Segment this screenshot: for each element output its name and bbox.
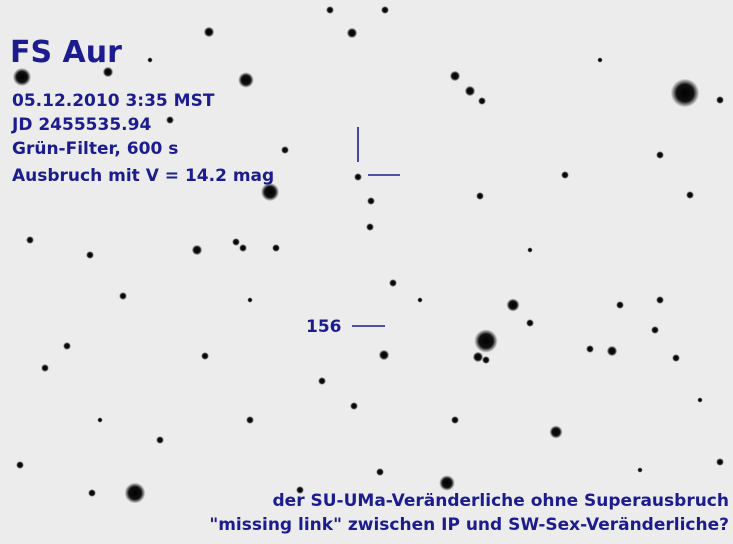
star xyxy=(246,416,254,424)
star xyxy=(232,238,240,246)
star xyxy=(586,345,594,353)
star xyxy=(86,251,94,259)
star xyxy=(281,146,289,154)
star xyxy=(16,461,24,469)
star xyxy=(354,173,362,181)
star xyxy=(119,292,127,300)
star xyxy=(561,171,569,179)
star xyxy=(350,402,358,410)
star xyxy=(367,197,375,205)
star xyxy=(637,467,642,472)
star xyxy=(125,483,146,504)
star xyxy=(465,86,475,96)
info-line: Ausbruch mit V = 14.2 mag xyxy=(12,166,274,186)
star xyxy=(347,28,357,38)
star xyxy=(686,191,694,199)
star xyxy=(26,236,34,244)
star xyxy=(201,352,209,360)
noise xyxy=(0,0,733,544)
star xyxy=(326,6,334,14)
star xyxy=(97,417,102,422)
star xyxy=(616,301,624,309)
star xyxy=(716,96,724,104)
star xyxy=(88,489,96,497)
star xyxy=(474,329,497,352)
star xyxy=(381,6,389,14)
star xyxy=(478,97,486,105)
star xyxy=(716,458,724,466)
star xyxy=(166,116,174,124)
footer-line: der SU-UMa-Veränderliche ohne Superausbr… xyxy=(273,491,730,511)
info-line: Grün-Filter, 600 s xyxy=(12,139,178,159)
star xyxy=(697,397,702,402)
star xyxy=(451,416,459,424)
star xyxy=(672,354,680,362)
star-field-image: FS Aur 05.12.2010 3:35 MST JD 2455535.94… xyxy=(0,0,733,544)
star xyxy=(376,468,384,476)
star xyxy=(482,356,490,364)
star xyxy=(379,350,389,360)
star xyxy=(192,245,202,255)
star xyxy=(13,68,31,86)
star xyxy=(656,151,664,159)
star xyxy=(473,352,483,362)
info-line: 05.12.2010 3:35 MST xyxy=(12,91,215,111)
star xyxy=(507,299,520,312)
title: FS Aur xyxy=(10,35,122,70)
star xyxy=(204,27,214,37)
star xyxy=(318,377,326,385)
star xyxy=(656,296,664,304)
star xyxy=(671,79,700,108)
star xyxy=(439,475,455,491)
star xyxy=(366,223,374,231)
star xyxy=(417,297,422,302)
star xyxy=(239,244,247,252)
star xyxy=(156,436,164,444)
comparison-label: 156 xyxy=(306,317,342,337)
star xyxy=(476,192,484,200)
star xyxy=(389,279,397,287)
star xyxy=(450,71,460,81)
footer-line: "missing link" zwischen IP und SW-Sex-Ve… xyxy=(209,515,729,535)
info-line: JD 2455535.94 xyxy=(11,115,151,135)
star xyxy=(63,342,71,350)
star xyxy=(607,346,617,356)
star xyxy=(147,57,152,62)
star xyxy=(247,297,252,302)
star xyxy=(272,244,280,252)
star xyxy=(651,326,659,334)
star xyxy=(527,247,532,252)
star xyxy=(41,364,49,372)
star xyxy=(238,72,254,88)
star xyxy=(526,319,534,327)
star xyxy=(597,57,602,62)
star xyxy=(550,426,563,439)
